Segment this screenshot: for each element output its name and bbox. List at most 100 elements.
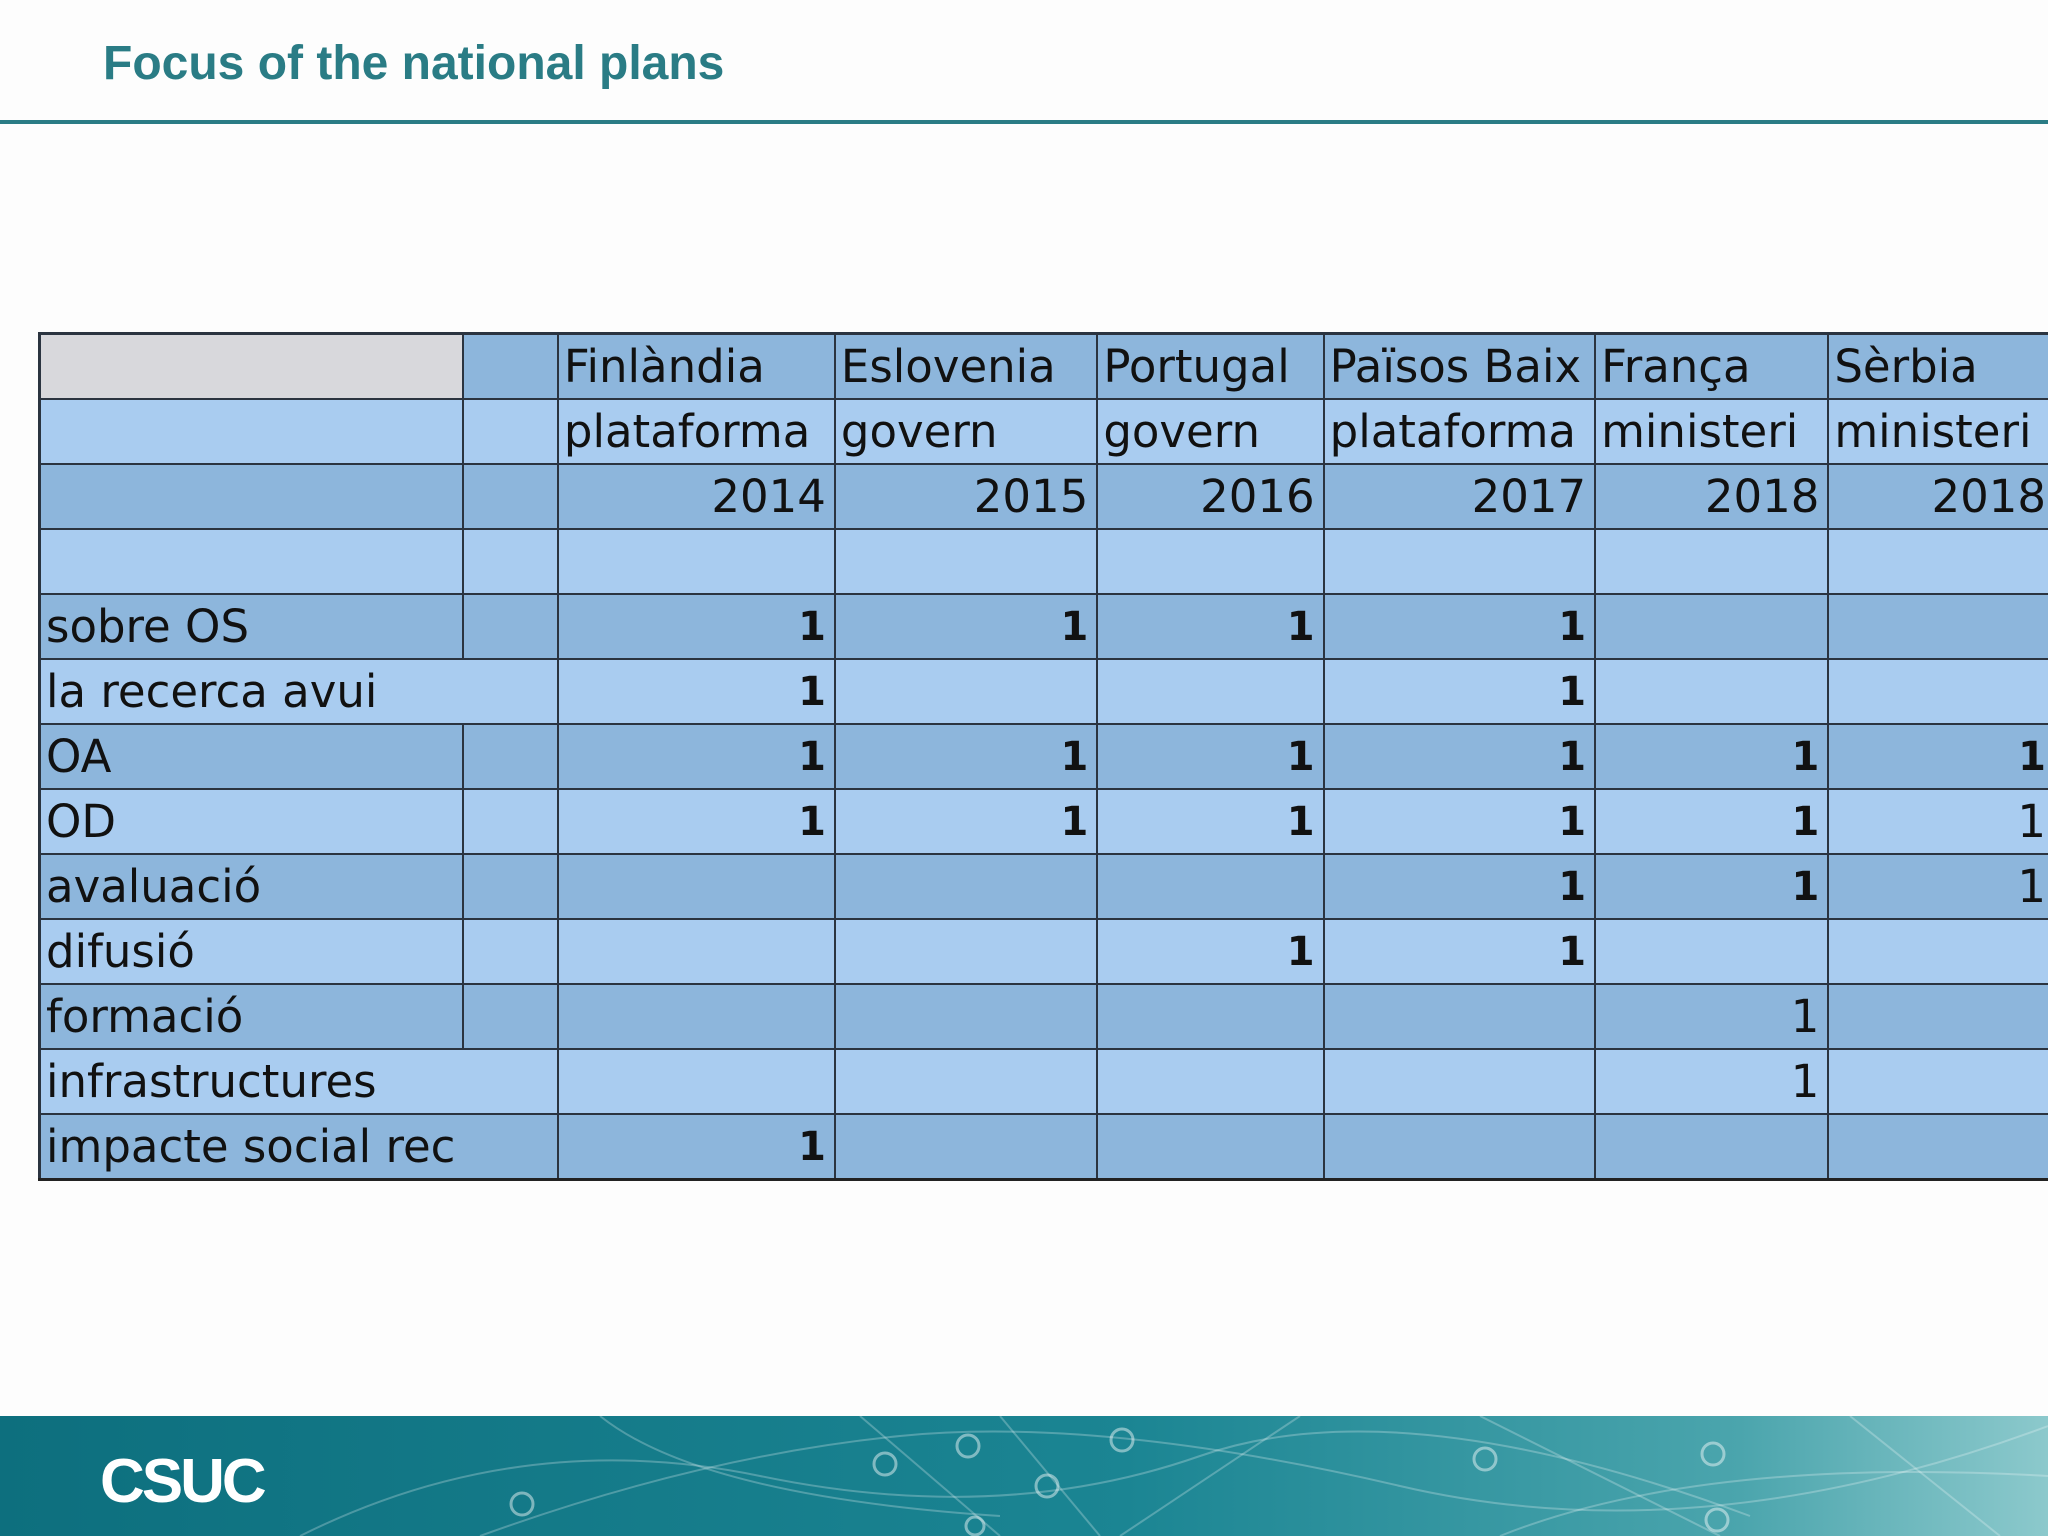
value-cell: 1 bbox=[1322, 853, 1597, 920]
header-year-cell: 2018 bbox=[1827, 463, 2048, 530]
table-row: avaluació 1 1 1 bbox=[38, 853, 2048, 920]
header-country-cell: Països Baix bbox=[1322, 332, 1597, 400]
header-year-cell: 2016 bbox=[1096, 463, 1325, 530]
value-cell bbox=[1594, 658, 1830, 725]
value-cell: 1 bbox=[1096, 723, 1325, 790]
value-cell bbox=[556, 853, 836, 920]
value-cell bbox=[833, 1113, 1099, 1181]
value-cell bbox=[833, 853, 1099, 920]
value-cell: 1 bbox=[1594, 1048, 1830, 1115]
value-cell: 1 bbox=[1827, 723, 2048, 790]
row-label-cell bbox=[38, 332, 465, 400]
table-row: OA 1 1 1 1 1 1 bbox=[38, 723, 2048, 790]
header-country-cell: Portugal bbox=[1096, 332, 1325, 400]
row-label: sobre OS bbox=[38, 593, 465, 660]
value-cell bbox=[1827, 983, 2048, 1050]
table-row: infrastructures 1 bbox=[38, 1048, 2048, 1115]
blank-cell bbox=[38, 528, 465, 595]
value-cell bbox=[1594, 593, 1830, 660]
network-pattern-icon bbox=[299, 1416, 2048, 1536]
table-row: OD 1 1 1 1 1 1 bbox=[38, 788, 2048, 855]
table-header-row: plataforma govern govern plataforma minister… bbox=[38, 398, 2048, 465]
value-cell: 1 bbox=[556, 1113, 836, 1181]
value-cell: 1 bbox=[833, 723, 1099, 790]
value-cell: 1 bbox=[1322, 658, 1597, 725]
value-cell bbox=[833, 918, 1099, 985]
value-cell: 1 bbox=[1322, 918, 1597, 985]
row-label: infrastructures bbox=[38, 1048, 464, 1115]
blank-cell bbox=[1827, 528, 2048, 595]
value-cell bbox=[1594, 1113, 1830, 1181]
value-cell: 1 bbox=[556, 593, 836, 660]
value-cell: 1 bbox=[1594, 853, 1830, 920]
blank-cell bbox=[462, 918, 559, 985]
row-label: OA bbox=[38, 723, 465, 790]
blank-cell bbox=[462, 593, 559, 660]
value-cell bbox=[1827, 918, 2048, 985]
value-cell bbox=[1827, 658, 2048, 725]
header-plan-type-cell: govern bbox=[833, 398, 1099, 465]
row-label: la recerca avui bbox=[38, 658, 464, 725]
value-cell: 1 bbox=[1827, 788, 2048, 855]
table-row: formació 1 bbox=[38, 983, 2048, 1050]
header-plan-type-cell: plataforma bbox=[556, 398, 836, 465]
header-country-cell: Eslovenia bbox=[833, 332, 1099, 400]
table-row: difusió 1 1 bbox=[38, 918, 2048, 985]
value-cell bbox=[1096, 853, 1325, 920]
table-blank-row bbox=[38, 528, 2048, 595]
header-country-cell: França bbox=[1594, 332, 1830, 400]
value-cell bbox=[556, 983, 836, 1050]
value-cell: 1 bbox=[833, 788, 1099, 855]
value-cell bbox=[1827, 1113, 2048, 1181]
blank-cell bbox=[556, 528, 836, 595]
blank-cell bbox=[463, 658, 559, 725]
value-cell: 1 bbox=[1594, 983, 1830, 1050]
value-cell: 1 bbox=[556, 723, 836, 790]
blank-cell bbox=[1322, 528, 1597, 595]
header-plan-type-cell: ministeri bbox=[1594, 398, 1830, 465]
header-year-cell: 2017 bbox=[1322, 463, 1597, 530]
value-cell bbox=[1322, 1048, 1597, 1115]
value-cell: 1 bbox=[1096, 918, 1325, 985]
value-cell: 1 bbox=[1322, 723, 1597, 790]
header-plan-type-cell: plataforma bbox=[1322, 398, 1597, 465]
blank-cell bbox=[462, 853, 559, 920]
blank-cell bbox=[1096, 528, 1325, 595]
value-cell bbox=[556, 918, 836, 985]
value-cell: 1 bbox=[556, 658, 836, 725]
header-year-cell: 2015 bbox=[833, 463, 1099, 530]
value-cell: 1 bbox=[1594, 723, 1830, 790]
table-header-row: Finlàndia Eslovenia Portugal Països Baix Fra… bbox=[38, 332, 2048, 400]
value-cell: 1 bbox=[1096, 593, 1325, 660]
title-divider bbox=[0, 120, 2048, 124]
blank-cell bbox=[462, 788, 559, 855]
blank-cell bbox=[462, 723, 559, 790]
row-label: OD bbox=[38, 788, 465, 855]
value-cell bbox=[833, 1048, 1099, 1115]
footer-band bbox=[0, 1416, 2048, 1536]
header-plan-type-cell: govern bbox=[1096, 398, 1325, 465]
table-row: impacte social rec 1 bbox=[38, 1113, 2048, 1181]
value-cell: 1 bbox=[1322, 788, 1597, 855]
value-cell bbox=[1096, 1113, 1325, 1181]
value-cell: 1 bbox=[833, 593, 1099, 660]
row-label-cell bbox=[38, 463, 465, 530]
value-cell: 1 bbox=[1322, 593, 1597, 660]
value-cell: 1 bbox=[1594, 788, 1830, 855]
row-label: impacte social rec bbox=[38, 1113, 464, 1181]
value-cell bbox=[1096, 1048, 1325, 1115]
table-row: la recerca avui 1 1 bbox=[38, 658, 2048, 725]
blank-cell bbox=[1594, 528, 1830, 595]
row-label: formació bbox=[38, 983, 465, 1050]
value-cell bbox=[1096, 658, 1325, 725]
value-cell bbox=[1827, 593, 2048, 660]
header-country-cell: Finlàndia bbox=[556, 332, 836, 400]
header-year-cell: 2014 bbox=[556, 463, 836, 530]
value-cell: 1 bbox=[1827, 853, 2048, 920]
table-header-row: 2014 2015 2016 2017 2018 2018 bbox=[38, 463, 2048, 530]
value-cell: 1 bbox=[556, 788, 836, 855]
national-plans-table: Finlàndia Eslovenia Portugal Països Baix Fra… bbox=[38, 332, 2048, 1181]
blank-cell bbox=[463, 1113, 559, 1181]
row-label: avaluació bbox=[38, 853, 465, 920]
blank-cell bbox=[833, 528, 1099, 595]
